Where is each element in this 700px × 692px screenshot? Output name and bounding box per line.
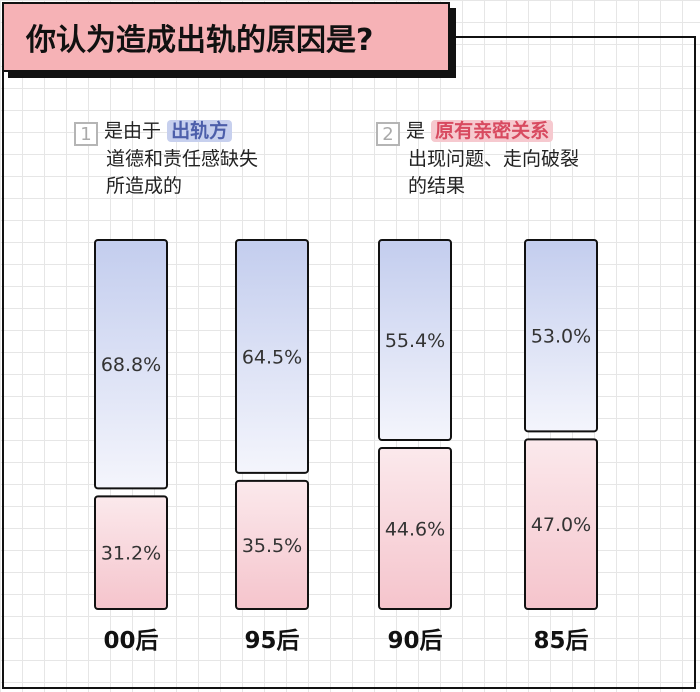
data-label-2-3: 47.0% <box>531 514 591 536</box>
bar-segment-1-1 <box>235 239 309 474</box>
bar-segment-1-3 <box>524 239 598 433</box>
category-label-1: 95后 <box>244 628 299 654</box>
legend-2-highlight: 原有亲密关系 <box>431 120 554 142</box>
bar-segment-2-0 <box>94 495 168 611</box>
data-label-2-1: 35.5% <box>242 535 302 557</box>
legend-item-1: 1 是由于 出轨方 道德和责任感缺失 所造成的 <box>74 118 258 200</box>
data-label-2-2: 44.6% <box>385 518 445 540</box>
bar-segment-2-1 <box>235 479 309 610</box>
legend-number-1: 1 <box>74 122 98 146</box>
legend-number-2: 2 <box>376 122 400 146</box>
bar-segment-1-2 <box>378 239 452 441</box>
data-label-1-1: 64.5% <box>242 346 302 368</box>
legend-2-prefix: 是 <box>406 120 426 142</box>
bar-segment-2-2 <box>378 446 452 610</box>
legend-2-line2: 出现问题、走向破裂 <box>408 148 580 170</box>
legend-1-line2: 道德和责任感缺失 <box>106 148 259 170</box>
legend-1-prefix: 是由于 <box>104 120 162 142</box>
data-label-1-3: 53.0% <box>531 326 591 348</box>
data-label-2-0: 31.2% <box>101 543 161 565</box>
bar-segment-2-3 <box>524 438 598 610</box>
category-label-0: 00后 <box>103 628 158 654</box>
category-label-3: 85后 <box>533 628 588 654</box>
legend-2-line3: 的结果 <box>408 175 466 197</box>
data-label-1-0: 68.8% <box>101 354 161 376</box>
data-label-1-2: 55.4% <box>385 330 445 352</box>
legend-1-line3: 所造成的 <box>106 175 183 197</box>
bar-segment-1-0 <box>94 239 168 490</box>
legend-1-highlight: 出轨方 <box>167 120 233 142</box>
page-title: 你认为造成出轨的原因是? <box>2 2 450 72</box>
category-label-2: 90后 <box>387 628 442 654</box>
